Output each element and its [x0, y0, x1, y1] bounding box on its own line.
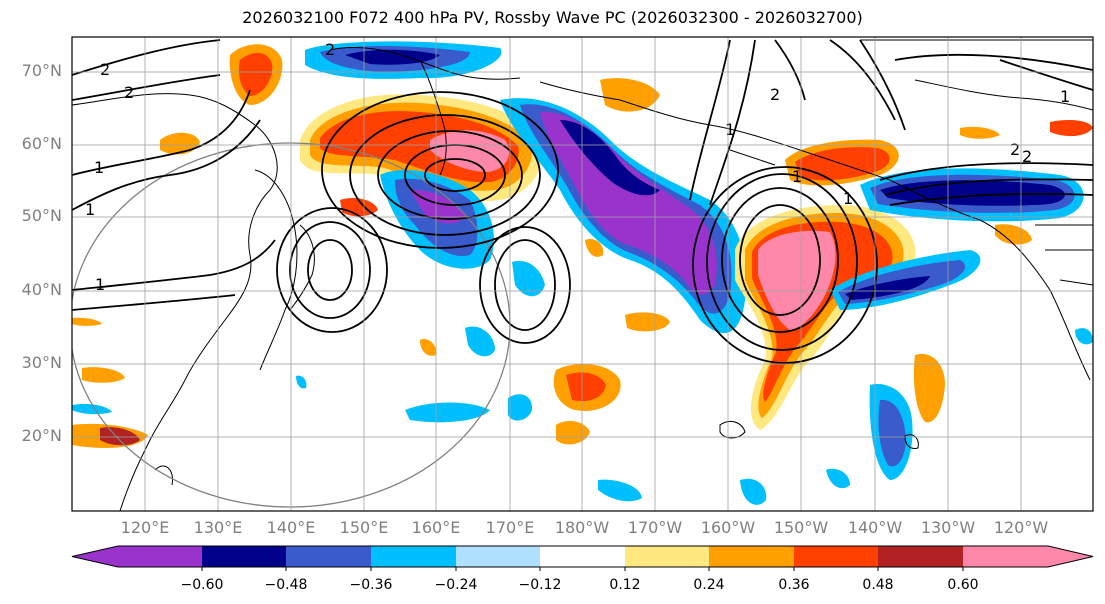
neg-anomaly-region [465, 326, 495, 357]
neg-anomaly-region [540, 111, 717, 295]
colorbar-extend-low [72, 546, 120, 567]
contour-label: 2 [325, 40, 335, 59]
coastlines [72, 39, 1093, 511]
colorbar-extend-high [1047, 546, 1093, 567]
colorbar-bin [709, 546, 795, 567]
contour-label: 2 [1010, 140, 1020, 159]
map-title: 2026032100 F072 400 hPa PV, Rossby Wave … [242, 8, 863, 27]
colorbar-bin [118, 546, 203, 567]
pos-anomaly-region [995, 224, 1032, 245]
graticule [72, 37, 1093, 511]
latitude-label: 30°N [21, 353, 62, 372]
colorbar-bin [202, 546, 287, 567]
neg-anomaly-region [826, 468, 850, 489]
neg-anomaly-region [345, 49, 440, 65]
contour-label: 2 [124, 83, 134, 102]
latitude-label: 40°N [21, 280, 62, 299]
colorbar-bin [794, 546, 879, 567]
pos-anomaly-region [1050, 120, 1093, 137]
contour-label: 2 [100, 60, 110, 79]
longitude-label: 120°E [120, 518, 170, 537]
pos-anomaly-region [566, 372, 606, 402]
neg-anomaly-region [845, 276, 930, 300]
neg-anomaly-region [598, 479, 642, 502]
rossby-wave-pc-contours [72, 39, 1093, 364]
neg-anomaly-region [508, 394, 533, 421]
longitude-label: 130°E [193, 518, 243, 537]
pos-anomaly-region [238, 52, 273, 96]
longitude-label: 130°W [920, 518, 976, 537]
colorbar-tick-label: −0.36 [349, 577, 393, 593]
pos-anomaly-region [82, 367, 125, 383]
latitude-label: 60°N [21, 134, 62, 153]
neg-anomaly-region [512, 260, 545, 297]
longitude-label: 140°W [847, 518, 903, 537]
contour-label: 2 [1022, 147, 1032, 166]
neg-anomaly-region [878, 399, 906, 467]
pos-anomaly-region [960, 126, 1000, 139]
colorbar-tick-label: −0.24 [434, 577, 478, 593]
contour-label: 1 [95, 275, 105, 294]
colorbar-bin [456, 546, 541, 567]
colorbar-tick-label: 0.36 [778, 577, 810, 593]
neg-anomaly-region [740, 478, 767, 505]
colorbar-bin [540, 546, 626, 567]
colorbar-tick-label: −0.12 [518, 577, 562, 593]
colorbar-tick-label: 0.60 [947, 577, 979, 593]
colorbar-bin [625, 546, 710, 567]
neg-anomaly-region [296, 375, 307, 389]
latitude-label: 70°N [21, 61, 62, 80]
pos-anomaly-region [625, 312, 670, 332]
contour-label: 1 [1060, 87, 1070, 106]
pos-anomaly-region [600, 78, 660, 112]
colorbar [71, 545, 1094, 571]
pos-anomaly-region [430, 130, 509, 172]
pos-anomaly-region [585, 238, 604, 257]
longitude-label: 140°E [266, 518, 316, 537]
pos-anomaly-region [100, 427, 140, 446]
colorbar-tick-label: 0.12 [609, 577, 641, 593]
map-frame [71, 36, 1094, 512]
pos-anomaly-region [913, 353, 945, 423]
contour-labels: 2 2 1 1 1 2 1 2 2 1 1 1 2 [85, 40, 1070, 294]
longitude-label: 160°W [700, 518, 756, 537]
colorbar-bin [371, 546, 457, 567]
colorbar-tick-label: −0.48 [264, 577, 308, 593]
longitude-label: 120°W [993, 518, 1049, 537]
pos-anomaly-region [420, 339, 437, 356]
longitude-label: 160°E [411, 518, 461, 537]
pos-anomaly-region [556, 420, 590, 445]
pos-anomaly-region [160, 132, 200, 155]
longitude-label: 170°W [627, 518, 683, 537]
longitude-label: 170°E [485, 518, 535, 537]
latitude-label: 50°N [21, 206, 62, 225]
contour-label: 1 [843, 189, 853, 208]
colorbar-tick-label: −0.60 [180, 577, 224, 593]
longitude-label: 150°W [773, 518, 829, 537]
pos-anomaly-region [758, 230, 836, 330]
neg-anomaly-region [405, 402, 490, 423]
contour-label: 1 [85, 200, 95, 219]
neg-anomaly-region [560, 120, 660, 196]
colorbar-outline [71, 545, 1094, 568]
contour-label: 1 [792, 167, 802, 186]
longitude-label: 180°W [554, 518, 610, 537]
colorbar-bin [878, 546, 964, 567]
neg-anomaly-region [1075, 328, 1093, 345]
neg-anomaly-region [72, 403, 112, 415]
longitude-label: 150°E [339, 518, 389, 537]
contour-label: 2 [770, 85, 780, 104]
latitude-label: 20°N [21, 426, 62, 445]
colorbar-tick-label: 0.24 [693, 577, 725, 593]
colorbar-bin [963, 546, 1049, 567]
colorbar-tick-label: 0.48 [862, 577, 894, 593]
colorbar-bin [286, 546, 372, 567]
contour-label: 1 [725, 120, 735, 139]
pos-anomaly-region [72, 317, 102, 326]
contour-label: 1 [94, 158, 104, 177]
